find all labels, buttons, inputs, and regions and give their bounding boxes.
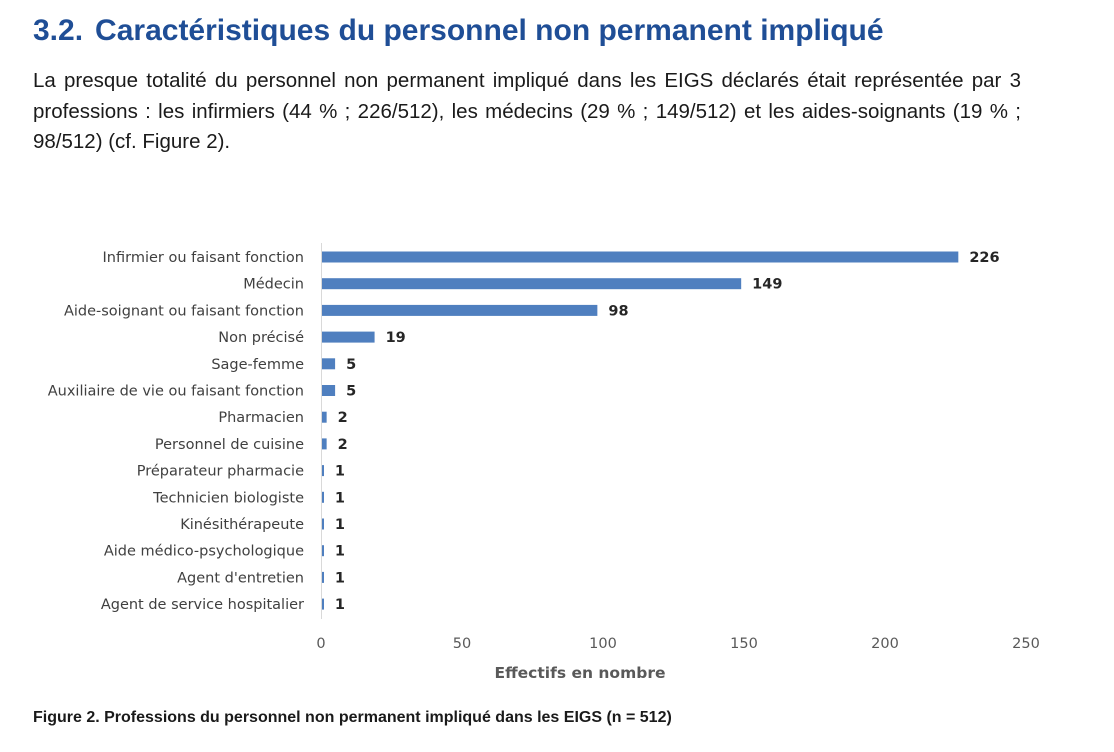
bar [322,571,324,583]
bar [322,545,324,557]
bar [322,598,324,610]
chart-tick-labels: 0 50 100 150 200 250 [316,636,1039,652]
section-title: Caractéristiques du personnel non perman… [95,14,884,47]
category-label: Sage-femme [211,357,304,373]
bar [322,251,959,263]
category-label: Non précisé [218,330,304,346]
category-label: Technicien biologiste [152,490,304,506]
category-label: Auxiliaire de vie ou faisant fonction [48,384,304,400]
professions-bar-chart: Infirmier ou faisant fonction Médecin Aide… [48,243,1040,682]
bar [322,358,336,370]
category-label: Préparateur pharmacie [137,464,304,480]
category-label: Pharmacien [218,410,304,426]
bar [322,518,324,530]
bar [322,465,324,477]
data-label: 1 [335,517,345,533]
figure-caption: Figure 2. Professions du personnel non p… [33,709,672,726]
data-label: 226 [969,250,999,266]
category-label: Médecin [243,277,304,293]
data-label: 5 [346,384,356,400]
category-label: Personnel de cuisine [155,437,304,453]
bar [322,331,375,343]
data-label: 98 [608,303,628,319]
x-tick-label: 200 [871,636,899,652]
chart-value-labels: 226 149 98 19 5 5 2 2 1 1 1 1 1 1 [335,250,1000,613]
x-tick-label: 50 [453,636,471,652]
data-label: 5 [346,357,356,373]
data-label: 1 [335,544,345,560]
bar [322,491,324,503]
data-label: 2 [338,437,348,453]
x-axis-title: Effectifs en nombre [495,664,666,682]
category-label: Infirmier ou faisant fonction [103,250,304,266]
x-tick-label: 250 [1012,636,1040,652]
x-tick-label: 0 [316,636,325,652]
category-label: Agent d'entretien [177,570,304,586]
bar [322,411,327,423]
category-label: Agent de service hospitalier [101,597,304,613]
x-tick-label: 150 [730,636,758,652]
x-tick-label: 100 [589,636,617,652]
category-label: Aide médico-psychologique [104,544,304,560]
chart-category-labels: Infirmier ou faisant fonction Médecin Aide… [48,250,304,613]
data-label: 1 [335,597,345,613]
data-label: 1 [335,490,345,506]
data-label: 1 [335,464,345,480]
section-number: 3.2. [33,14,84,47]
chart-bars [322,251,959,610]
intro-paragraph: La presque totalité du personnel non per… [33,69,1021,153]
category-label: Kinésithérapeute [180,517,304,533]
section-heading: 3.2. Caractéristiques du personnel non pe… [33,14,884,48]
data-label: 19 [386,330,406,346]
bar [322,385,336,396]
data-label: 149 [752,277,782,293]
category-label: Aide-soignant ou faisant fonction [64,303,304,319]
bar [322,438,327,450]
bar [322,304,598,316]
data-label: 1 [335,570,345,586]
bar [322,278,742,290]
data-label: 2 [338,410,348,426]
